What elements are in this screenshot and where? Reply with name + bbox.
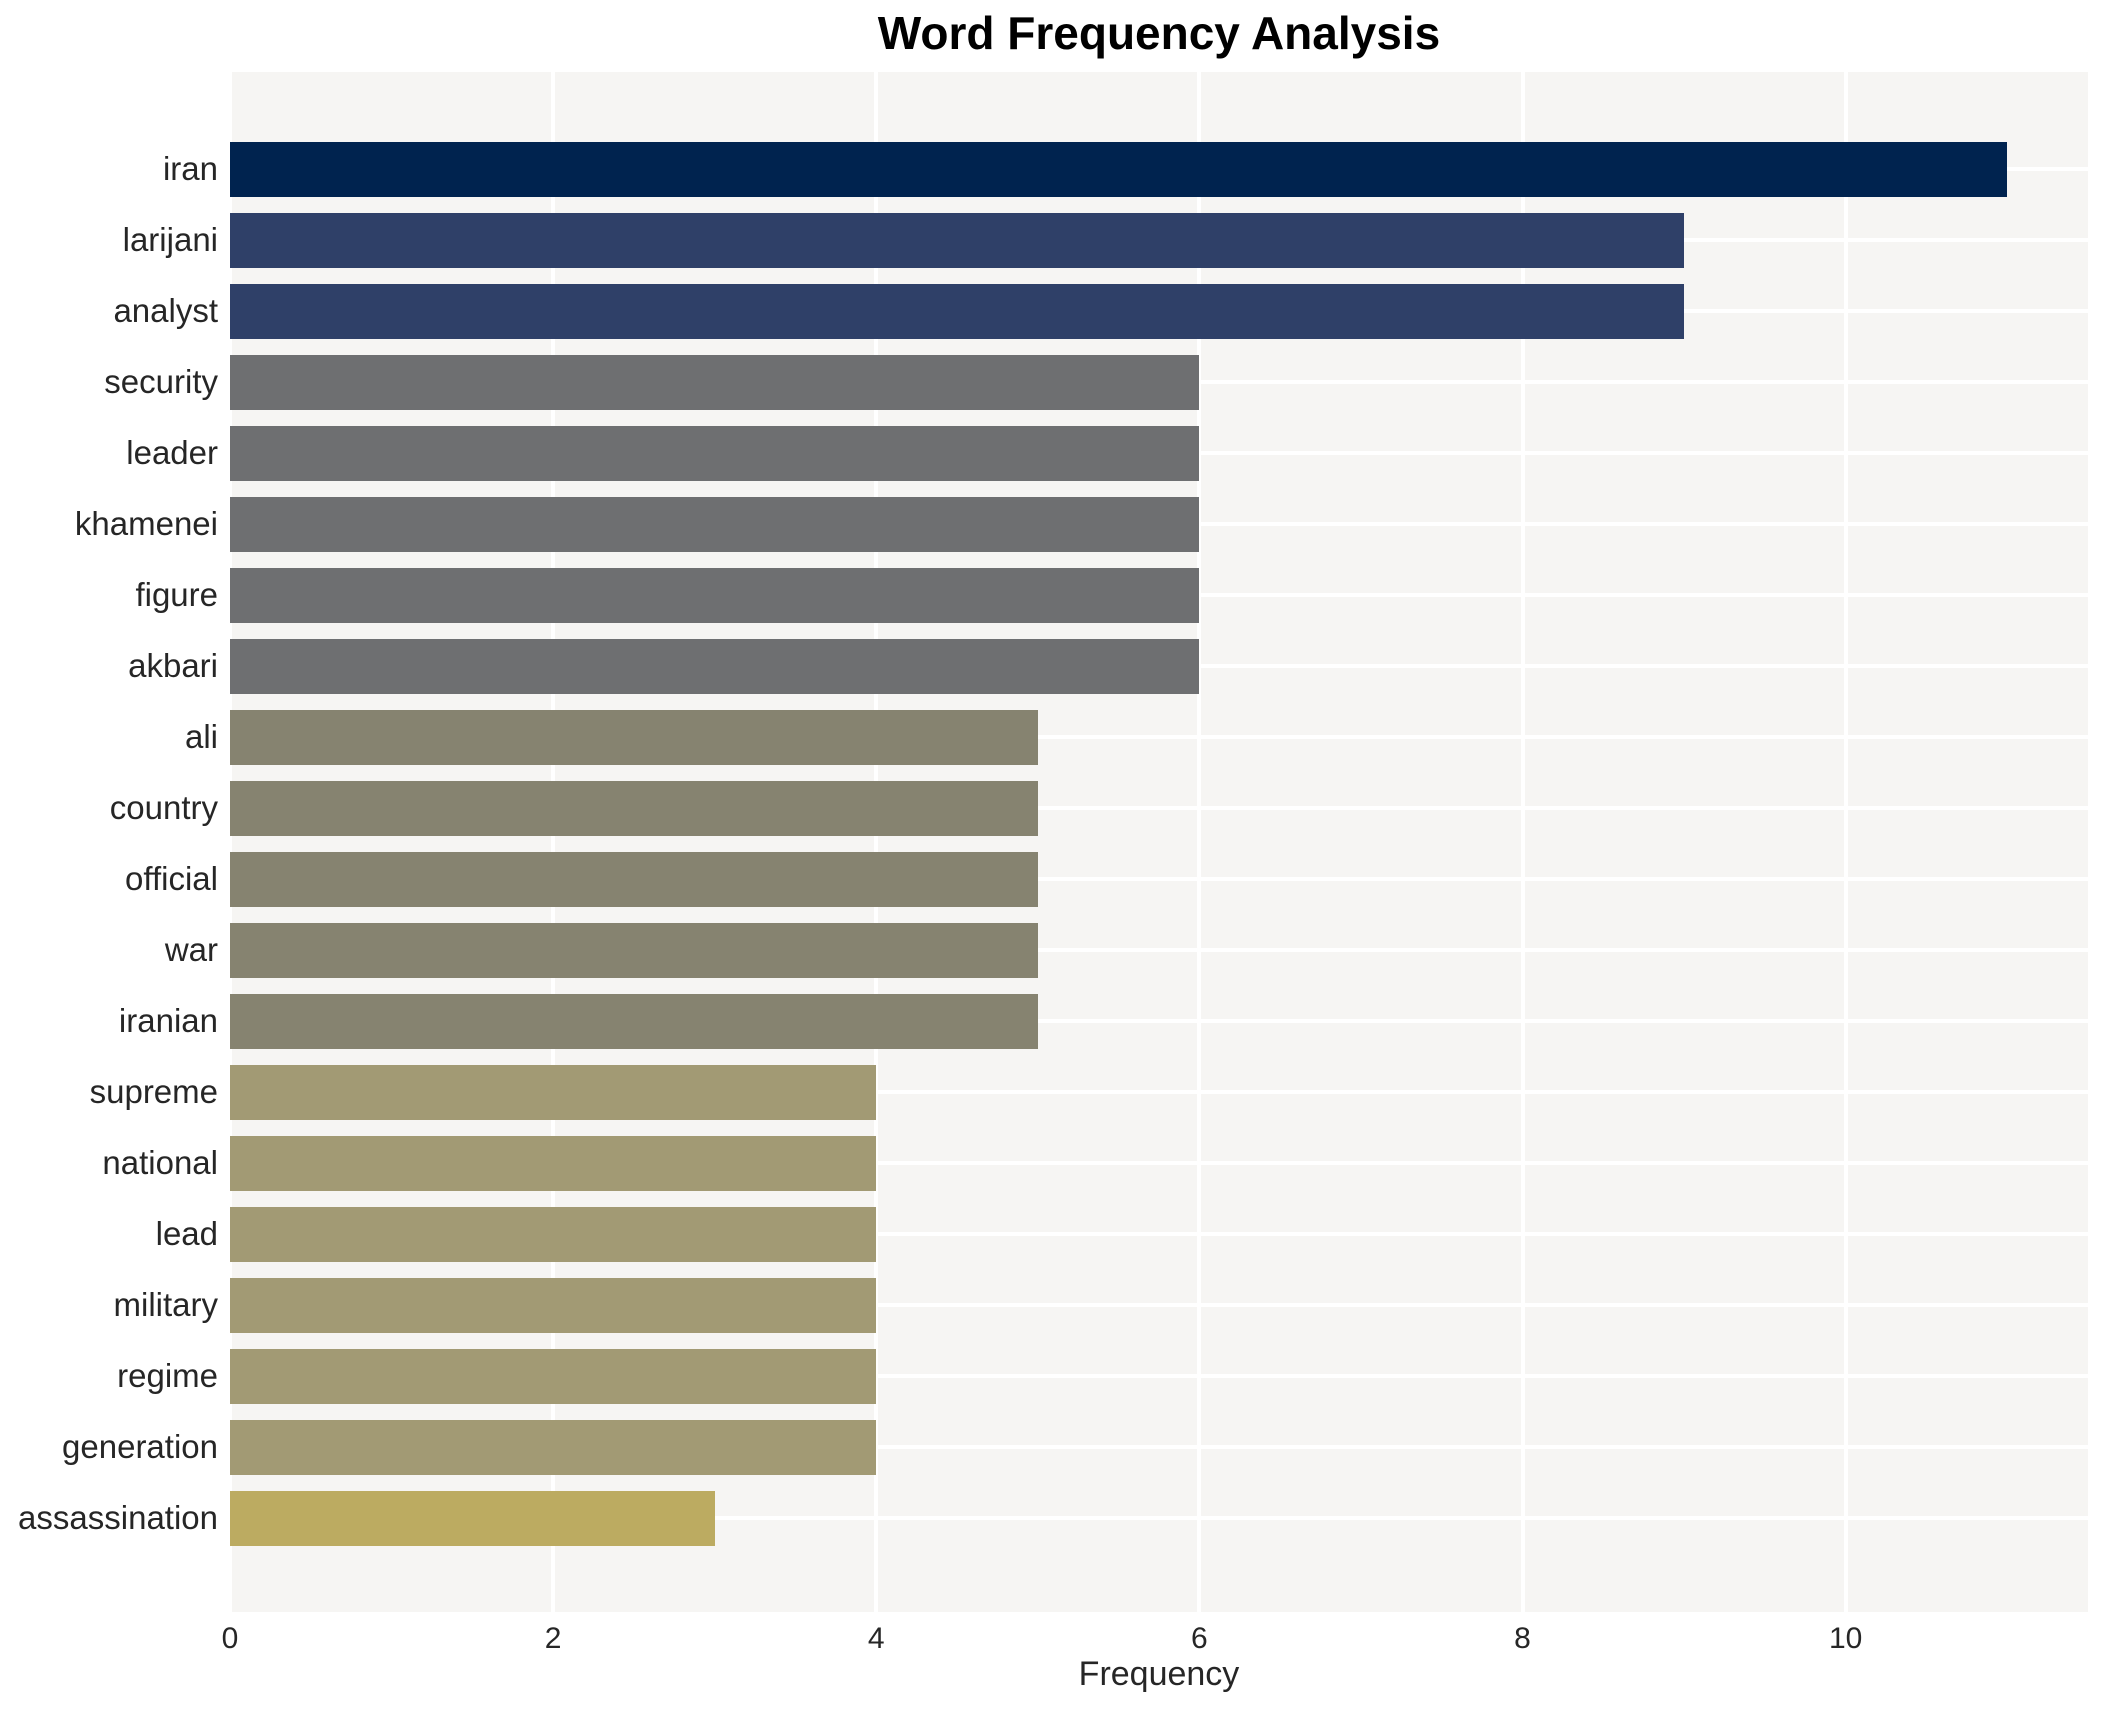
- h-gridline: [230, 1374, 2088, 1378]
- h-gridline: [230, 1445, 2088, 1449]
- y-label-figure: figure: [135, 576, 218, 613]
- h-gridline: [230, 735, 2088, 739]
- h-gridline: [230, 1019, 2088, 1023]
- v-gridline: [1843, 72, 1848, 1612]
- x-tick-2: 2: [544, 1622, 562, 1655]
- bar-analyst: [230, 283, 1685, 339]
- bar-khamenei: [230, 496, 1200, 552]
- y-label-analyst: analyst: [113, 292, 218, 329]
- bar-akbari: [230, 638, 1200, 694]
- y-label-lead: lead: [155, 1215, 218, 1252]
- bar-assassination: [230, 1490, 715, 1546]
- y-label-security: security: [104, 363, 218, 400]
- bar-war: [230, 922, 1038, 978]
- y-label-larijani: larijani: [122, 221, 218, 258]
- v-gridline: [228, 72, 232, 1612]
- bar-official: [230, 851, 1038, 907]
- h-gridline: [230, 1516, 2088, 1520]
- bar-national: [230, 1135, 877, 1191]
- x-tick-0: 0: [221, 1622, 239, 1655]
- y-label-official: official: [125, 860, 218, 897]
- bar-larijani: [230, 212, 1685, 268]
- y-label-khamenei: khamenei: [74, 505, 218, 542]
- chart-title: Word Frequency Analysis: [877, 7, 1441, 59]
- bar-military: [230, 1277, 877, 1333]
- x-tick-6: 6: [1191, 1622, 1208, 1655]
- h-gridline: [230, 1161, 2088, 1165]
- y-label-country: country: [109, 789, 218, 826]
- y-label-national: national: [102, 1144, 218, 1181]
- y-label-supreme: supreme: [89, 1073, 218, 1110]
- y-label-generation: generation: [62, 1428, 218, 1465]
- h-gridline: [230, 806, 2088, 810]
- v-gridline: [1197, 72, 1202, 1612]
- h-gridline: [230, 877, 2088, 881]
- x-tick-10: 10: [1828, 1622, 1863, 1655]
- y-label-leader: leader: [126, 434, 218, 471]
- h-gridline: [230, 1232, 2088, 1236]
- x-tick-8: 8: [1514, 1622, 1531, 1655]
- bar-security: [230, 354, 1200, 410]
- v-gridline: [1520, 72, 1525, 1612]
- bar-figure: [230, 567, 1200, 623]
- v-gridline: [551, 72, 556, 1612]
- x-tick-4: 4: [867, 1622, 885, 1655]
- h-gridline: [230, 948, 2088, 952]
- y-label-iranian: iranian: [118, 1002, 218, 1039]
- plot-area: [228, 72, 2088, 1612]
- y-label-ali: ali: [184, 718, 218, 755]
- bar-generation: [230, 1419, 877, 1475]
- bar-country: [230, 780, 1038, 836]
- y-label-military: military: [113, 1286, 219, 1323]
- h-gridline: [230, 1090, 2088, 1094]
- bar-ali: [230, 709, 1038, 765]
- v-gridline: [874, 72, 879, 1612]
- h-gridline: [230, 1303, 2088, 1307]
- bar-supreme: [230, 1064, 877, 1120]
- bar-iran: [230, 141, 2008, 197]
- y-label-war: war: [164, 931, 218, 968]
- bar-regime: [230, 1348, 877, 1404]
- bar-iranian: [230, 993, 1038, 1049]
- y-label-regime: regime: [117, 1357, 218, 1394]
- y-label-assassination: assassination: [18, 1499, 218, 1536]
- y-label-akbari: akbari: [128, 647, 218, 684]
- y-label-iran: iran: [162, 150, 218, 187]
- x-axis-title: Frequency: [1078, 1655, 1240, 1693]
- bar-lead: [230, 1206, 877, 1262]
- bar-leader: [230, 425, 1200, 481]
